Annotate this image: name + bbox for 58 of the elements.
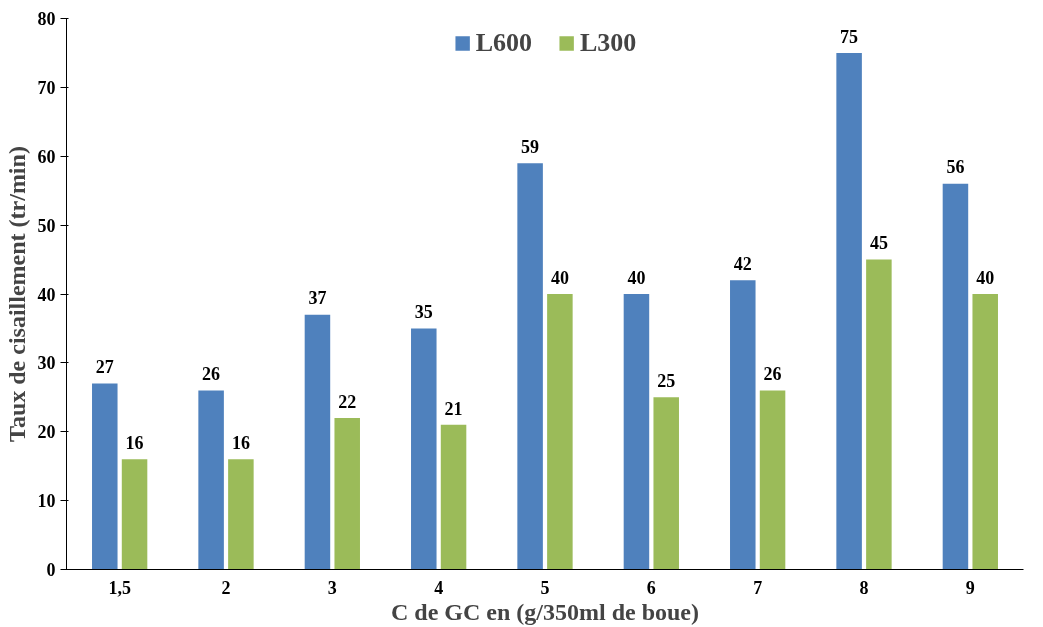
data-label: 26 [202, 364, 221, 385]
data-label: 35 [414, 302, 433, 323]
x-tick-label: 2 [221, 577, 231, 598]
x-tick-label: 3 [327, 577, 337, 598]
y-tick-label: 60 [37, 146, 56, 167]
y-tick-label: 30 [37, 353, 56, 374]
bar [653, 397, 679, 570]
bar [972, 294, 998, 570]
y-tick-label: 10 [37, 491, 56, 512]
bar [836, 52, 862, 570]
bar [121, 459, 148, 570]
y-tick-label: 20 [37, 422, 56, 443]
bar [411, 328, 437, 570]
legend-label: L600 [475, 28, 532, 58]
data-label: 59 [521, 136, 540, 157]
data-label: 26 [763, 364, 782, 385]
y-tick-label: 80 [37, 9, 56, 29]
bar [759, 390, 786, 570]
data-label: 16 [125, 432, 144, 453]
bar [92, 383, 118, 570]
data-label: 56 [946, 157, 965, 178]
data-label: 21 [444, 398, 463, 419]
data-label: 75 [840, 26, 859, 47]
legend-label: L300 [580, 28, 637, 58]
x-tick-label: 9 [965, 577, 975, 598]
data-label: 22 [338, 391, 357, 412]
bar [942, 183, 969, 570]
y-tick-label: 0 [46, 560, 56, 580]
x-tick-label: 8 [859, 577, 869, 598]
y-axis-title: Taux de cisaillement (tr/min) [3, 146, 30, 442]
bar [517, 163, 543, 570]
bar [440, 424, 467, 570]
x-tick-label: 7 [753, 577, 763, 598]
data-label: 37 [308, 288, 327, 309]
data-label: 25 [657, 370, 676, 391]
data-label: 40 [976, 267, 995, 288]
bar [730, 280, 756, 570]
bar [334, 417, 360, 570]
bar [547, 294, 573, 570]
data-label: 45 [869, 233, 888, 254]
bar [623, 294, 650, 570]
y-tick-label: 70 [37, 77, 56, 98]
x-tick-label: 1,5 [108, 577, 131, 598]
bar [198, 390, 224, 570]
data-label: 40 [550, 267, 569, 288]
bar [866, 259, 892, 570]
y-tick-label: 50 [37, 215, 56, 236]
bar [228, 459, 254, 570]
x-axis-title: C de GC en (g/350ml de boue) [391, 598, 699, 625]
data-label: 40 [627, 267, 646, 288]
data-label: 42 [733, 253, 752, 274]
bar [304, 314, 331, 570]
x-tick-label: 6 [646, 577, 656, 598]
data-label: 16 [231, 432, 250, 453]
x-tick-label: 5 [540, 577, 550, 598]
data-label: 27 [95, 357, 114, 378]
y-tick-label: 40 [37, 284, 56, 305]
x-tick-label: 4 [434, 577, 444, 598]
